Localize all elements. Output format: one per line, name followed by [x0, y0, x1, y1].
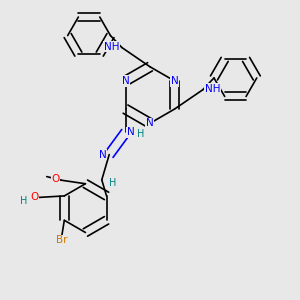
Text: N: N [127, 127, 135, 137]
Text: O: O [30, 192, 38, 203]
Text: N: N [171, 76, 178, 86]
Text: NH: NH [205, 84, 220, 94]
Text: H: H [109, 178, 117, 188]
Text: Br: Br [56, 235, 67, 245]
Text: H: H [20, 196, 28, 206]
Text: N: N [122, 76, 129, 86]
Text: N: N [99, 150, 107, 160]
Text: NH: NH [104, 42, 119, 52]
Text: N: N [146, 118, 154, 128]
Text: H: H [137, 129, 144, 139]
Text: O: O [52, 174, 60, 184]
